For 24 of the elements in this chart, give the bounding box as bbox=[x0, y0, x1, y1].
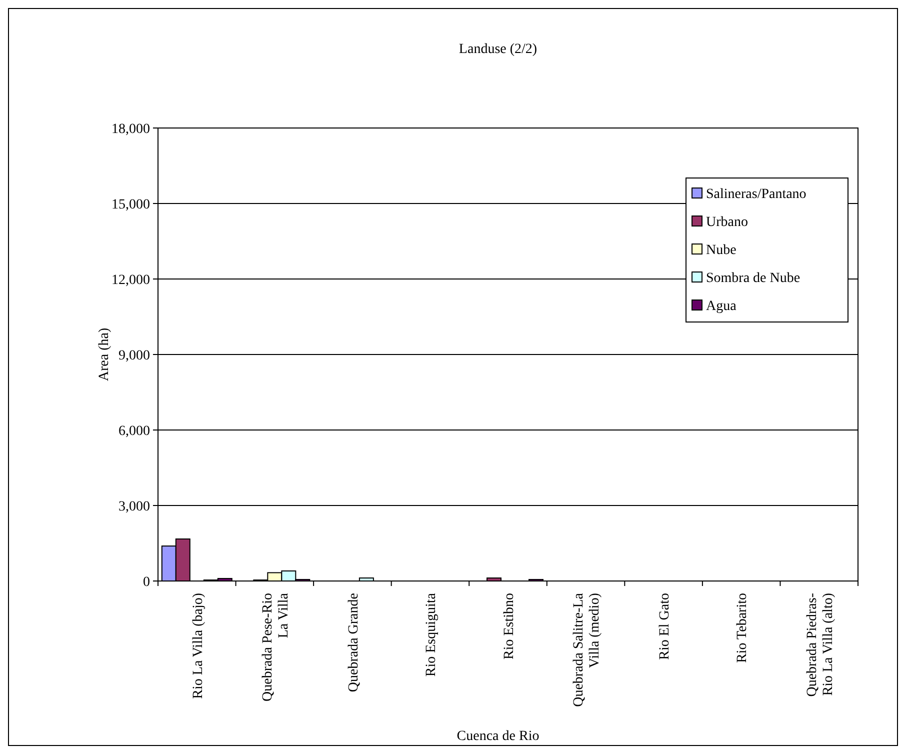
y-tick-label: 9,000 bbox=[118, 348, 150, 364]
legend-label: Nube bbox=[706, 242, 736, 258]
y-tick-label: 18,000 bbox=[112, 122, 150, 137]
chart-title: Landuse (2/2) bbox=[458, 42, 538, 57]
x-tick-label: Quebrada Salitre-La Villa (medio) bbox=[572, 592, 603, 707]
x-tick-label: Rio Estibno bbox=[502, 593, 517, 660]
x-tick-label: Rio Esquiguita bbox=[424, 592, 440, 677]
x-tick-label: Rio Tebarito bbox=[735, 593, 750, 663]
x-tick-label: Rio El Gato bbox=[657, 593, 672, 660]
y-axis-title: Area (ha) bbox=[97, 328, 112, 382]
x-tick-label: Rio La Villa (bajo) bbox=[190, 592, 206, 699]
y-tick-label: 0 bbox=[143, 574, 150, 590]
y-tick-label: 12,000 bbox=[112, 272, 150, 288]
x-axis-title: Cuenca de Rio bbox=[456, 729, 540, 744]
y-tick-label: 3,000 bbox=[118, 499, 150, 514]
y-tick-label: 15,000 bbox=[112, 197, 150, 212]
x-tick-label: Quebrada Piedras-Rio La Villa (alto) bbox=[805, 592, 836, 697]
x-tick-label: Quebrada Pese-Rio La Villa bbox=[260, 592, 292, 702]
legend-label: Agua bbox=[706, 298, 738, 314]
x-tick-label: Quebrada Grande bbox=[346, 593, 362, 692]
y-tick-label: 6,000 bbox=[118, 424, 150, 439]
legend-label: Salineras/Pantano bbox=[706, 186, 806, 202]
legend-label: Urbano bbox=[706, 214, 748, 230]
legend-label: Sombra de Nube bbox=[706, 270, 800, 286]
